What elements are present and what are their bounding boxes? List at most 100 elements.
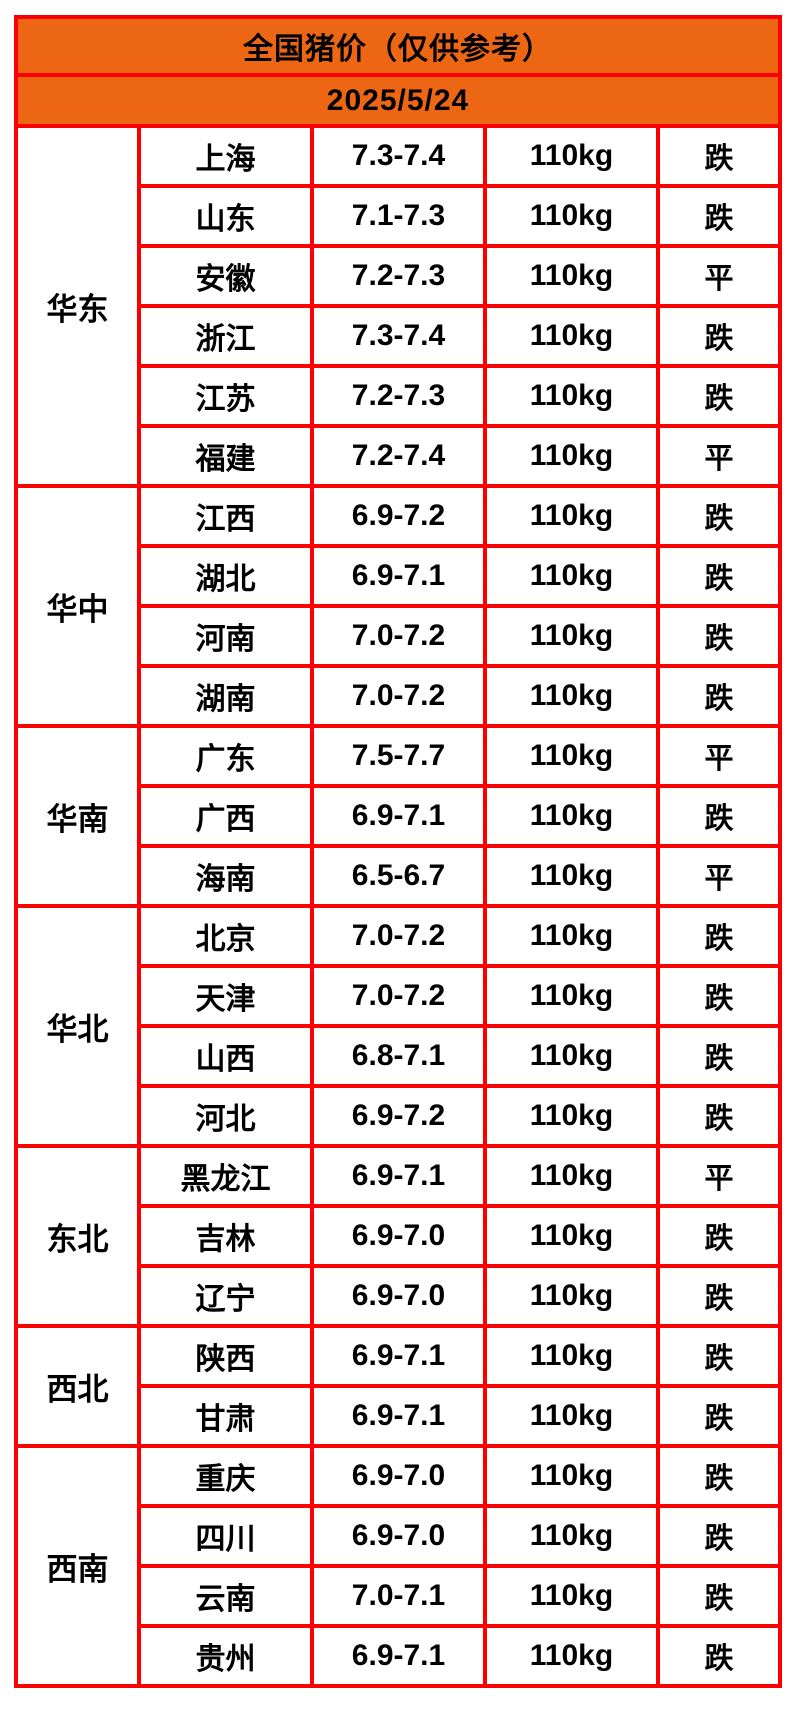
weight-cell: 110kg <box>483 1144 660 1208</box>
price-cell: 6.9-7.2 <box>310 484 487 548</box>
region-cell: 华中 <box>14 484 141 728</box>
table-row: 吉林 6.9-7.0 110kg 跌 <box>16 1204 783 1268</box>
status-cell: 跌 <box>655 904 783 968</box>
price-cell: 7.5-7.7 <box>310 724 487 788</box>
weight-cell: 110kg <box>483 1204 660 1268</box>
province-cell: 辽宁 <box>137 1264 314 1328</box>
table-row: 湖北 6.9-7.1 110kg 跌 <box>16 544 783 608</box>
province-cell: 湖北 <box>137 544 314 608</box>
weight-cell: 110kg <box>483 124 660 188</box>
province-cell: 河南 <box>137 604 314 668</box>
weight-cell: 110kg <box>483 1084 660 1148</box>
price-cell: 6.9-7.1 <box>310 1144 487 1208</box>
status-cell: 跌 <box>655 364 783 428</box>
weight-cell: 110kg <box>483 304 660 368</box>
table-row: 贵州 6.9-7.1 110kg 跌 <box>16 1624 783 1688</box>
table-row: 海南 6.5-6.7 110kg 平 <box>16 844 783 908</box>
weight-cell: 110kg <box>483 244 660 308</box>
table-row: 广西 6.9-7.1 110kg 跌 <box>16 784 783 848</box>
table-row: 四川 6.9-7.0 110kg 跌 <box>16 1504 783 1568</box>
province-cell: 天津 <box>137 964 314 1028</box>
price-cell: 7.3-7.4 <box>310 304 487 368</box>
table-row: 山东 7.1-7.3 110kg 跌 <box>16 184 783 248</box>
province-cell: 山东 <box>137 184 314 248</box>
province-cell: 福建 <box>137 424 314 488</box>
province-cell: 江苏 <box>137 364 314 428</box>
weight-cell: 110kg <box>483 844 660 908</box>
price-cell: 7.0-7.2 <box>310 904 487 968</box>
region-cell: 华东 <box>14 124 141 488</box>
table-date-row: 2025/5/24 <box>13 73 783 128</box>
table-row: 福建 7.2-7.4 110kg 平 <box>16 424 783 488</box>
province-cell: 云南 <box>137 1564 314 1628</box>
status-cell: 平 <box>655 1144 783 1208</box>
price-cell: 7.2-7.4 <box>310 424 487 488</box>
weight-cell: 110kg <box>483 1024 660 1088</box>
price-cell: 6.9-7.1 <box>310 1624 487 1688</box>
province-cell: 北京 <box>137 904 314 968</box>
province-cell: 浙江 <box>137 304 314 368</box>
weight-cell: 110kg <box>483 664 660 728</box>
region-cell: 西北 <box>14 1324 141 1448</box>
status-cell: 跌 <box>655 124 783 188</box>
weight-cell: 110kg <box>483 1264 660 1328</box>
weight-cell: 110kg <box>483 1384 660 1448</box>
status-cell: 跌 <box>655 1204 783 1268</box>
status-cell: 平 <box>655 244 783 308</box>
weight-cell: 110kg <box>483 1444 660 1508</box>
status-cell: 跌 <box>655 604 783 668</box>
status-cell: 跌 <box>655 484 783 548</box>
weight-cell: 110kg <box>483 724 660 788</box>
province-cell: 重庆 <box>137 1444 314 1508</box>
table-row: 辽宁 6.9-7.0 110kg 跌 <box>16 1264 783 1328</box>
weight-cell: 110kg <box>483 1624 660 1688</box>
price-cell: 7.0-7.1 <box>310 1564 487 1628</box>
status-cell: 跌 <box>655 1324 783 1388</box>
region-cell: 东北 <box>14 1144 141 1328</box>
table-row: 西北 陕西 6.9-7.1 110kg 跌 <box>14 1324 783 1448</box>
status-cell: 跌 <box>655 544 783 608</box>
price-cell: 6.9-7.2 <box>310 1084 487 1148</box>
status-cell: 跌 <box>655 1264 783 1328</box>
weight-cell: 110kg <box>483 1504 660 1568</box>
price-cell: 7.0-7.2 <box>310 604 487 668</box>
status-cell: 平 <box>655 424 783 488</box>
province-cell: 广西 <box>137 784 314 848</box>
status-cell: 跌 <box>655 664 783 728</box>
weight-cell: 110kg <box>483 604 660 668</box>
page-title: 全国猪价（仅供参考） <box>13 15 783 77</box>
table-row: 河南 7.0-7.2 110kg 跌 <box>16 604 783 668</box>
status-cell: 跌 <box>655 1564 783 1628</box>
table-row: 云南 7.0-7.1 110kg 跌 <box>16 1564 783 1628</box>
weight-cell: 110kg <box>483 1564 660 1628</box>
price-cell: 7.0-7.2 <box>310 964 487 1028</box>
region-cell: 华北 <box>14 904 141 1148</box>
status-cell: 跌 <box>655 1024 783 1088</box>
price-cell: 6.9-7.0 <box>310 1444 487 1508</box>
table-row: 安徽 7.2-7.3 110kg 平 <box>16 244 783 308</box>
status-cell: 跌 <box>655 784 783 848</box>
province-cell: 安徽 <box>137 244 314 308</box>
status-cell: 跌 <box>655 1384 783 1448</box>
province-cell: 河北 <box>137 1084 314 1148</box>
province-cell: 山西 <box>137 1024 314 1088</box>
price-cell: 6.8-7.1 <box>310 1024 487 1088</box>
weight-cell: 110kg <box>483 424 660 488</box>
status-cell: 跌 <box>655 1624 783 1688</box>
status-cell: 跌 <box>655 1444 783 1508</box>
table-row: 甘肃 6.9-7.1 110kg 跌 <box>16 1384 783 1448</box>
price-cell: 6.9-7.1 <box>310 1324 487 1388</box>
table-row: 天津 7.0-7.2 110kg 跌 <box>16 964 783 1028</box>
weight-cell: 110kg <box>483 364 660 428</box>
table-row: 华北 北京 7.0-7.2 110kg 跌 <box>14 904 783 1148</box>
status-cell: 跌 <box>655 1084 783 1148</box>
weight-cell: 110kg <box>483 1324 660 1388</box>
weight-cell: 110kg <box>483 544 660 608</box>
price-cell: 6.9-7.0 <box>310 1204 487 1268</box>
price-cell: 6.9-7.1 <box>310 1384 487 1448</box>
province-cell: 湖南 <box>137 664 314 728</box>
table-row: 江苏 7.2-7.3 110kg 跌 <box>16 364 783 428</box>
province-cell: 四川 <box>137 1504 314 1568</box>
weight-cell: 110kg <box>483 484 660 548</box>
